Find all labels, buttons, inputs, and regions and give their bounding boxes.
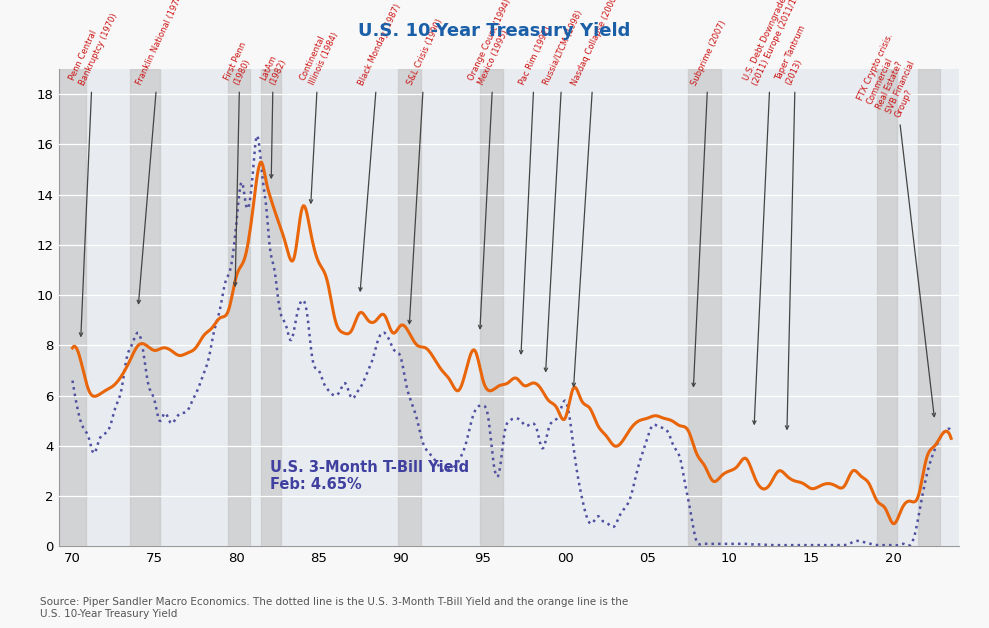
Text: Continental
Illinois (1984): Continental Illinois (1984) [298,27,339,203]
Bar [480,69,502,546]
Text: Nasdaq Collapse (2000): Nasdaq Collapse (2000) [570,0,621,386]
Bar [261,69,281,546]
Bar [918,69,940,546]
Text: U.S. 3-Month T-Bill Yield
Feb: 4.65%: U.S. 3-Month T-Bill Yield Feb: 4.65% [270,460,469,492]
Text: Franklin National (1974): Franklin National (1974) [135,0,186,303]
Text: Pac Rim (1997): Pac Rim (1997) [517,25,553,354]
Text: U.S. 10-Year Treasury Yield: U.S. 10-Year Treasury Yield [358,22,631,40]
Text: Penn Central
Bankruptcy (1970): Penn Central Bankruptcy (1970) [68,7,119,336]
Bar [228,69,250,546]
Text: Source: Piper Sandler Macro Economics. The dotted line is the U.S. 3-Month T-Bil: Source: Piper Sandler Macro Economics. T… [40,597,628,619]
Text: U.S. Debt Downgrade.
(2011) Europe (2011/12): U.S. Debt Downgrade. (2011) Europe (2011… [742,0,803,424]
Bar [688,69,721,546]
Bar [398,69,420,546]
Text: First Penn
(1980): First Penn (1980) [223,41,257,286]
Bar [877,69,897,546]
Text: Orange Count (1994)
Mexico (1995): Orange Count (1994) Mexico (1995) [467,0,522,328]
Text: Russia/LTCM (1998): Russia/LTCM (1998) [542,9,584,371]
Bar [130,69,159,546]
Text: Taper Tantrum
(2013): Taper Tantrum (2013) [774,24,817,429]
Text: LatAm
(1982): LatAm (1982) [258,53,288,178]
Text: Black Monday (1987): Black Monday (1987) [357,2,403,291]
Bar [59,69,86,546]
Text: S&L Crisis (1990): S&L Crisis (1990) [405,18,444,323]
Text: Subprime (2007): Subprime (2007) [690,19,728,386]
Text: FTX Crypto crisis.
Commercial
Real Estate?
SVB Financial
Group?: FTX Crypto crisis. Commercial Real Estat… [856,31,936,416]
